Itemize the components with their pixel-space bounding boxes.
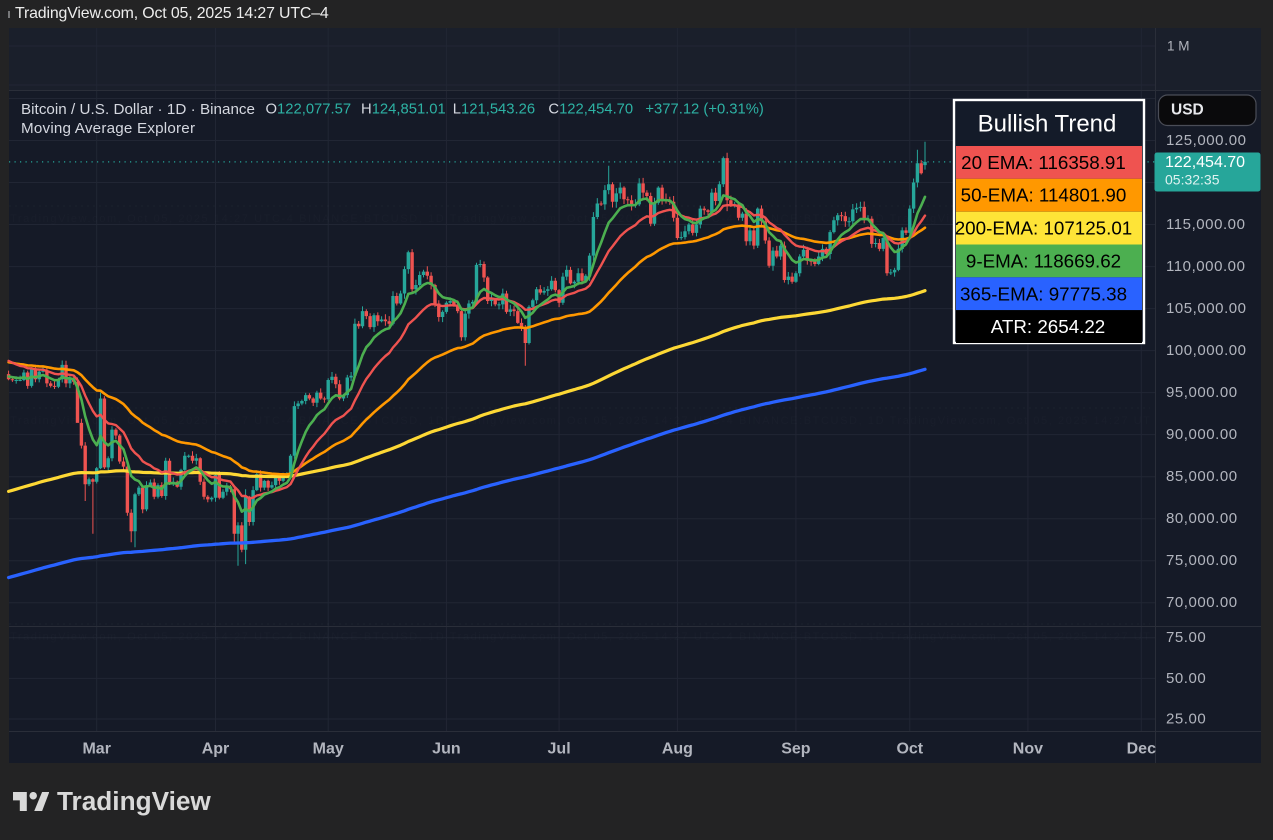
svg-text:50-EMA: 114801.90: 50-EMA: 114801.90: [961, 185, 1127, 206]
svg-text:1 M: 1 M: [1167, 39, 1190, 54]
svg-text:95,000.00: 95,000.00: [1166, 384, 1238, 401]
svg-text:122,454.70: 122,454.70: [1165, 154, 1245, 171]
svg-text:Mar: Mar: [82, 741, 110, 758]
svg-text:Aug: Aug: [662, 741, 693, 758]
svg-text:Apr: Apr: [202, 741, 230, 758]
svg-text:Jul: Jul: [548, 741, 571, 758]
svg-text:TradingView.com, Oct 05, 2025: TradingView.com, Oct 05, 2025 14:27 UTC-…: [10, 415, 1150, 427]
svg-text:Bullish Trend: Bullish Trend: [978, 111, 1117, 138]
svg-text:85,000.00: 85,000.00: [1166, 468, 1238, 485]
svg-text:75,000.00: 75,000.00: [1166, 552, 1238, 569]
svg-text:May: May: [313, 741, 344, 758]
svg-text:Nov: Nov: [1013, 741, 1043, 758]
svg-text:TradingView.com, Oct 05, 2025: TradingView.com, Oct 05, 2025 14:27 UTC-…: [10, 631, 1150, 643]
svg-text:105,000.00: 105,000.00: [1166, 300, 1247, 317]
svg-text:100,000.00: 100,000.00: [1166, 342, 1247, 359]
svg-text:110,000.00: 110,000.00: [1166, 258, 1245, 275]
svg-text:ATR: 2654.22: ATR: 2654.22: [991, 316, 1106, 337]
svg-text:115,000.00: 115,000.00: [1166, 216, 1245, 233]
svg-text:USD: USD: [1171, 102, 1204, 119]
svg-text:80,000.00: 80,000.00: [1166, 510, 1238, 527]
svg-text:9-EMA: 118669.62: 9-EMA: 118669.62: [966, 250, 1121, 271]
svg-text:70,000.00: 70,000.00: [1166, 594, 1238, 611]
svg-text:50.00: 50.00: [1166, 670, 1206, 687]
svg-text:125,000.00: 125,000.00: [1166, 132, 1247, 149]
svg-text:Jun: Jun: [432, 741, 460, 758]
svg-text:20 EMA: 116358.91: 20 EMA: 116358.91: [961, 152, 1126, 173]
svg-text:Oct: Oct: [896, 741, 923, 758]
svg-text:25.00: 25.00: [1166, 711, 1206, 728]
svg-text:90,000.00: 90,000.00: [1166, 426, 1238, 443]
svg-text:75.00: 75.00: [1166, 629, 1206, 646]
svg-text:Bitcoin / U.S. Dollar · 1D · B: Bitcoin / U.S. Dollar · 1D · Binance: [21, 101, 255, 118]
svg-text:Dec: Dec: [1127, 741, 1156, 758]
svg-text:Sep: Sep: [781, 741, 811, 758]
svg-text:200-EMA: 107125.01: 200-EMA: 107125.01: [955, 218, 1133, 239]
svg-text:365-EMA: 97775.38: 365-EMA: 97775.38: [960, 283, 1127, 304]
svg-text:Moving Average Explorer: Moving Average Explorer: [21, 120, 195, 137]
svg-text:05:32:35: 05:32:35: [1165, 172, 1220, 188]
